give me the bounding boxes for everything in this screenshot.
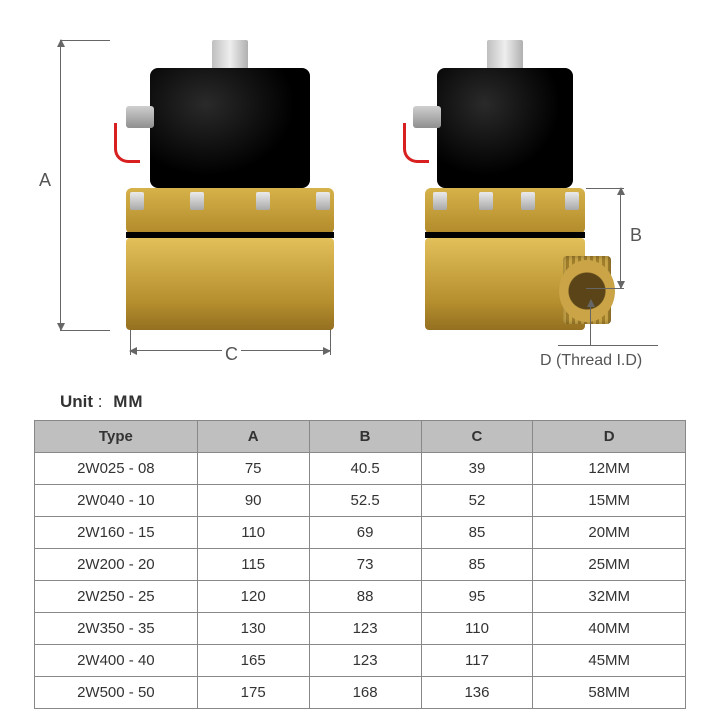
cell-a: 120 [197,581,309,613]
bolt [256,192,270,210]
cell-b: 168 [309,677,421,709]
cell-type: 2W500 - 50 [35,677,198,709]
lead-wire [403,123,429,163]
col-header-d: D [533,421,686,453]
table-body: 2W025 - 08 75 40.5 39 12MM 2W040 - 10 90… [35,453,686,709]
cell-a: 110 [197,517,309,549]
cell-d: 40MM [533,613,686,645]
coil-nut [487,40,523,70]
dim-d-leader [590,300,591,345]
bolt [130,192,144,210]
unit-colon: : [98,392,107,411]
valve-body [126,238,334,330]
bolt [190,192,204,210]
cell-c: 110 [421,613,533,645]
cell-type: 2W400 - 40 [35,645,198,677]
cell-c: 52 [421,485,533,517]
cell-c: 95 [421,581,533,613]
table-row: 2W400 - 40 165 123 117 45MM [35,645,686,677]
cell-type: 2W250 - 25 [35,581,198,613]
cell-d: 12MM [533,453,686,485]
dim-b-label: B [630,225,642,246]
valve-side-illustration [425,40,585,330]
dim-d-label: D (Thread I.D) [540,352,642,370]
cell-d: 32MM [533,581,686,613]
cell-d: 15MM [533,485,686,517]
coil [150,68,310,188]
cell-a: 75 [197,453,309,485]
unit-value: MM [113,392,143,411]
col-header-type: Type [35,421,198,453]
cell-type: 2W350 - 35 [35,613,198,645]
cell-a: 90 [197,485,309,517]
lead-wire [114,123,140,163]
cell-d: 45MM [533,645,686,677]
unit-row: Unit : MM [60,392,144,412]
cell-a: 130 [197,613,309,645]
dim-a-tick [60,330,110,331]
bonnet [425,188,585,234]
col-header-b: B [309,421,421,453]
cell-c: 85 [421,517,533,549]
table-row: 2W040 - 10 90 52.5 52 15MM [35,485,686,517]
dim-b-line [620,188,621,288]
bolt [316,192,330,210]
cell-b: 52.5 [309,485,421,517]
cell-b: 88 [309,581,421,613]
bolt [479,192,493,210]
bolt [521,192,535,210]
cell-c: 39 [421,453,533,485]
cell-type: 2W025 - 08 [35,453,198,485]
table-row: 2W025 - 08 75 40.5 39 12MM [35,453,686,485]
cell-b: 69 [309,517,421,549]
dim-a-tick [60,40,110,41]
thread-port-face [559,260,615,322]
dim-d-leader [558,345,658,346]
cell-d: 25MM [533,549,686,581]
bonnet [126,188,334,234]
bolt [433,192,447,210]
cell-type: 2W200 - 20 [35,549,198,581]
valve-front-illustration [120,40,340,330]
dim-a-label: A [36,170,54,191]
cell-c: 85 [421,549,533,581]
cell-type: 2W040 - 10 [35,485,198,517]
col-header-c: C [421,421,533,453]
spec-table: Type A B C D 2W025 - 08 75 40.5 39 12MM … [34,420,686,709]
table-row: 2W350 - 35 130 123 110 40MM [35,613,686,645]
cell-b: 40.5 [309,453,421,485]
cell-a: 175 [197,677,309,709]
cell-type: 2W160 - 15 [35,517,198,549]
cell-d: 20MM [533,517,686,549]
table-row: 2W160 - 15 110 69 85 20MM [35,517,686,549]
table-row: 2W500 - 50 175 168 136 58MM [35,677,686,709]
coil [437,68,573,188]
coil-nut [212,40,248,70]
cell-a: 165 [197,645,309,677]
col-header-a: A [197,421,309,453]
table-row: 2W200 - 20 115 73 85 25MM [35,549,686,581]
dim-c-label: C [222,344,241,365]
unit-label: Unit [60,392,93,411]
cell-b: 123 [309,645,421,677]
cell-b: 73 [309,549,421,581]
table-header-row: Type A B C D [35,421,686,453]
cell-c: 136 [421,677,533,709]
bolt [565,192,579,210]
cell-a: 115 [197,549,309,581]
cell-d: 58MM [533,677,686,709]
cell-b: 123 [309,613,421,645]
table-row: 2W250 - 25 120 88 95 32MM [35,581,686,613]
diagram-area: A C B D (Thread I. [0,0,720,370]
cell-c: 117 [421,645,533,677]
dim-a-line [60,40,61,330]
